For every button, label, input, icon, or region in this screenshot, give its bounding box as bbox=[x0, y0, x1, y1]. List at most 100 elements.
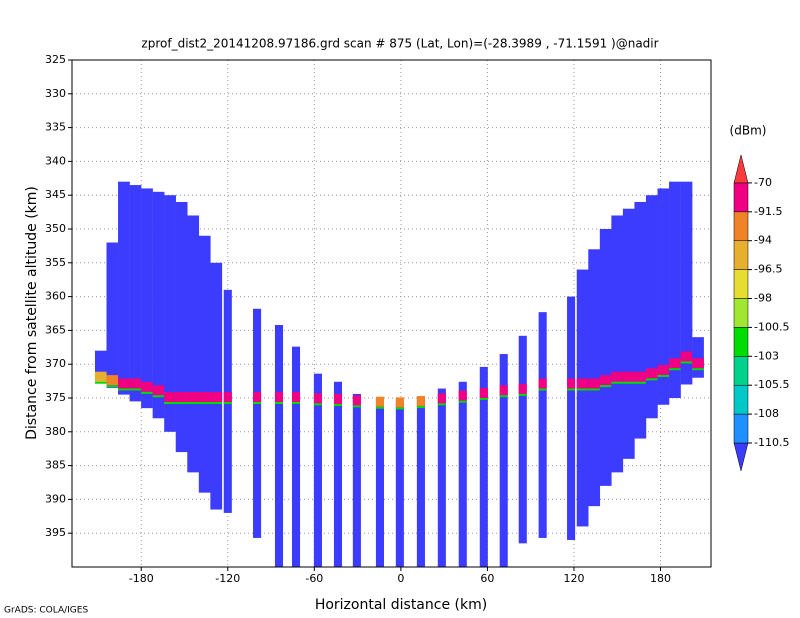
surface-edge bbox=[352, 405, 361, 408]
surface-echo bbox=[152, 385, 165, 396]
colorbar-label: -91.5 bbox=[754, 205, 782, 218]
surface-echo bbox=[164, 392, 176, 402]
colorbar-segment bbox=[733, 327, 749, 357]
y-tick-label: 385 bbox=[45, 459, 66, 472]
surface-edge bbox=[313, 403, 322, 406]
colorbar-label: -108 bbox=[754, 407, 779, 420]
profile-column bbox=[210, 262, 223, 510]
profile-column bbox=[499, 354, 508, 567]
y-tick-label: 355 bbox=[45, 256, 66, 269]
surface-echo bbox=[599, 375, 612, 386]
surface-echo bbox=[274, 392, 284, 402]
footer: GrADS: COLA/IGES bbox=[4, 606, 88, 616]
x-tick-label: -180 bbox=[129, 572, 154, 585]
surface-echo bbox=[253, 392, 262, 402]
surface-edge bbox=[187, 402, 200, 404]
surface-edge bbox=[152, 395, 165, 398]
profile-column bbox=[437, 388, 446, 567]
surface-edge bbox=[645, 378, 658, 381]
surface-echo bbox=[129, 378, 142, 389]
profile-column bbox=[152, 191, 165, 419]
surface-edge bbox=[164, 402, 176, 404]
surface-edge bbox=[416, 406, 425, 409]
profile-column bbox=[313, 373, 322, 567]
surface-echo bbox=[634, 371, 647, 382]
y-tick-label: 375 bbox=[45, 391, 66, 404]
colorbar-segment bbox=[733, 413, 749, 444]
surface-edge bbox=[657, 374, 670, 377]
surface-edge bbox=[118, 388, 130, 391]
x-axis-label: Horizontal distance (km) bbox=[315, 597, 487, 613]
colorbar-label: -100.5 bbox=[754, 320, 789, 333]
surface-echo bbox=[313, 393, 322, 404]
surface-echo bbox=[395, 397, 404, 408]
profile-column bbox=[479, 366, 488, 567]
surface-edge bbox=[669, 368, 681, 371]
surface-echo bbox=[538, 378, 547, 389]
surface-echo bbox=[375, 396, 384, 407]
profile-column bbox=[576, 269, 589, 527]
profile-column bbox=[458, 381, 467, 567]
colorbar-unit: (dBm) bbox=[730, 124, 767, 138]
profile-column bbox=[680, 181, 693, 385]
colorbar-high bbox=[733, 154, 749, 184]
surface-echo bbox=[333, 394, 343, 405]
surface-edge bbox=[692, 368, 704, 371]
profile-column bbox=[129, 185, 142, 402]
x-tick-label: 60 bbox=[480, 572, 494, 585]
profile-column bbox=[164, 195, 176, 432]
surface-echo bbox=[175, 392, 188, 402]
surface-echo bbox=[567, 378, 576, 389]
surface-edge bbox=[274, 402, 284, 404]
profile-column bbox=[657, 188, 670, 405]
colorbar-segment bbox=[733, 384, 749, 415]
surface-echo bbox=[588, 378, 601, 389]
surface-echo bbox=[645, 368, 658, 379]
surface-edge bbox=[599, 385, 612, 388]
profile-column bbox=[518, 335, 527, 544]
profile-column bbox=[395, 401, 404, 567]
x-tick-label: 120 bbox=[563, 572, 584, 585]
y-tick-label: 395 bbox=[45, 526, 66, 539]
surface-edge bbox=[253, 402, 262, 404]
surface-echo bbox=[141, 381, 153, 392]
y-tick-label: 340 bbox=[45, 154, 66, 167]
colorbar-label: -105.5 bbox=[754, 378, 789, 391]
profile-column bbox=[669, 181, 681, 398]
surface-echo bbox=[576, 378, 589, 389]
surface-edge bbox=[634, 381, 647, 384]
profile-column bbox=[692, 337, 704, 378]
surface-echo bbox=[210, 392, 223, 402]
surface-edge bbox=[538, 388, 547, 391]
surface-echo bbox=[352, 395, 361, 406]
surface-echo bbox=[223, 392, 232, 402]
surface-echo bbox=[680, 351, 693, 362]
chart-title: zprof_dist2_20141208.97186.grd scan # 87… bbox=[141, 37, 658, 51]
surface-edge bbox=[333, 404, 343, 407]
y-tick-label: 380 bbox=[45, 425, 66, 438]
surface-echo bbox=[622, 371, 635, 382]
surface-echo bbox=[458, 390, 467, 401]
y-tick-label: 360 bbox=[45, 290, 66, 303]
profile-column bbox=[599, 229, 612, 486]
y-tick-label: 350 bbox=[45, 222, 66, 235]
profile-column bbox=[416, 398, 425, 567]
surface-edge bbox=[437, 403, 446, 406]
surface-edge bbox=[567, 388, 576, 391]
profile-column bbox=[118, 181, 130, 395]
x-tick-label: -120 bbox=[215, 572, 240, 585]
profile-column bbox=[538, 312, 547, 538]
surface-edge bbox=[210, 402, 223, 404]
surface-edge bbox=[499, 395, 508, 398]
colorbar-segment bbox=[733, 269, 749, 299]
surface-echo bbox=[499, 385, 508, 396]
profile-column bbox=[94, 350, 107, 378]
surface-edge bbox=[622, 381, 635, 384]
surface-echo bbox=[198, 392, 211, 402]
surface-echo bbox=[479, 387, 488, 398]
colorbar-segment bbox=[733, 298, 749, 328]
surface-echo bbox=[518, 383, 527, 394]
surface-edge bbox=[576, 388, 589, 391]
